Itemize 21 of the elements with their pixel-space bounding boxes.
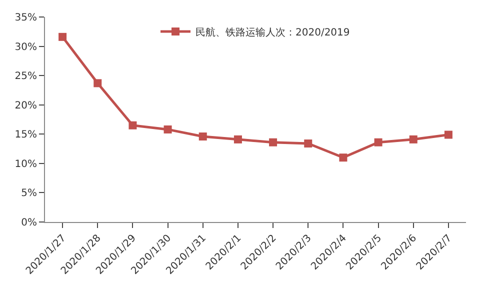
point	[234, 135, 242, 144]
point	[409, 135, 418, 144]
point	[164, 125, 172, 134]
legend-label: 民航、铁路运输人次：2020/2019	[196, 26, 350, 38]
point	[444, 130, 452, 139]
y-tick-label: 0%	[21, 218, 37, 228]
point	[128, 121, 137, 130]
point	[58, 32, 67, 41]
y-tick-label: 20%	[14, 100, 37, 112]
point	[304, 140, 312, 148]
y-tick-label: 5%	[21, 188, 37, 200]
point	[94, 79, 102, 88]
point	[269, 138, 278, 146]
y-tick-label: 35%	[14, 12, 37, 24]
y-tick-label: 30%	[14, 42, 37, 53]
point	[198, 132, 207, 140]
y-tick-label: 10%	[14, 158, 37, 170]
point	[339, 154, 348, 162]
y-tick-label: 25%	[14, 71, 37, 82]
point	[374, 138, 382, 146]
y-tick-label: 15%	[14, 130, 37, 141]
